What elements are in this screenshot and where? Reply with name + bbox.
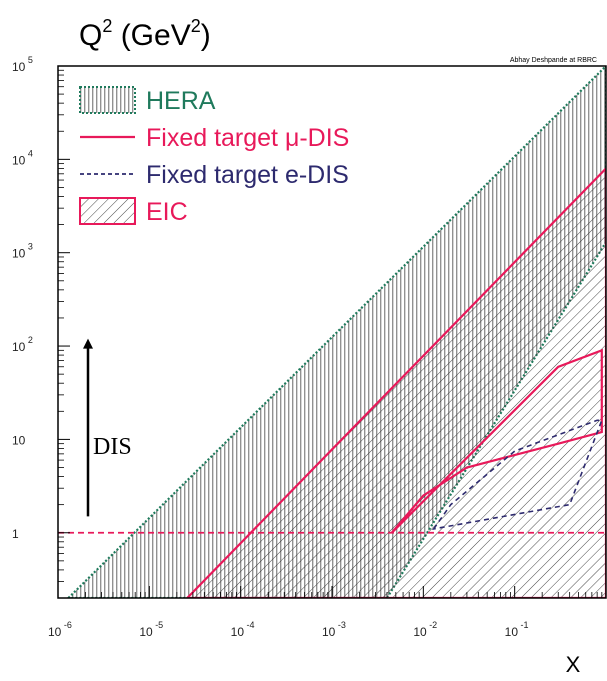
dis-arrow-head bbox=[83, 338, 93, 349]
y-tick-label: 10 2 bbox=[12, 335, 33, 354]
legend-swatch-hera bbox=[79, 86, 136, 114]
x-tick-label: 10 -3 bbox=[322, 620, 346, 639]
legend-entry: Fixed target e-DIS bbox=[80, 161, 349, 189]
legend-label: EIC bbox=[146, 198, 188, 226]
chart-title: Q2 (GeV2) bbox=[79, 16, 211, 52]
eic-region bbox=[185, 166, 606, 598]
y-tick-label: 1 bbox=[12, 527, 19, 541]
x-axis-label: X bbox=[566, 652, 581, 677]
x-tick-label: 10 -2 bbox=[413, 620, 437, 639]
legend-entry: HERA bbox=[79, 86, 216, 115]
y-tick-label: 10 bbox=[12, 433, 26, 447]
legend-entry: EIC bbox=[79, 197, 188, 226]
x-tick-label: 10 -4 bbox=[231, 620, 255, 639]
legend-entry: Fixed target μ-DIS bbox=[80, 124, 349, 152]
legend-label: HERA bbox=[146, 87, 216, 115]
y-tick-label: 10 3 bbox=[12, 242, 33, 261]
legend-label: Fixed target μ-DIS bbox=[146, 124, 349, 152]
plot-area bbox=[58, 66, 606, 598]
legend-swatch-eic bbox=[79, 197, 136, 225]
legend-label: Fixed target e-DIS bbox=[146, 161, 349, 189]
dis-annotation: DIS bbox=[83, 338, 132, 517]
credit-text: Abhay Deshpande at RBRC bbox=[510, 57, 597, 64]
dis-label: DIS bbox=[93, 434, 132, 460]
y-tick-label: 10 4 bbox=[12, 148, 33, 167]
y-tick-label: 10 5 bbox=[12, 55, 33, 74]
x-tick-label: 10 -5 bbox=[139, 620, 163, 639]
axis-ticks: 10 -6 10 -5 10 -4 10 -3 10 -2 10 -1 1 10 10 2 10 … bbox=[12, 55, 603, 639]
e-dis-region bbox=[431, 419, 603, 531]
legend: HERA Fixed target μ-DIS Fixed target e-DIS… bbox=[79, 86, 349, 226]
x-tick-label: 10 -1 bbox=[505, 620, 529, 639]
x-tick-label: 10 -6 bbox=[48, 620, 72, 639]
mu-dis-region bbox=[390, 348, 603, 534]
hera-region bbox=[66, 66, 606, 598]
